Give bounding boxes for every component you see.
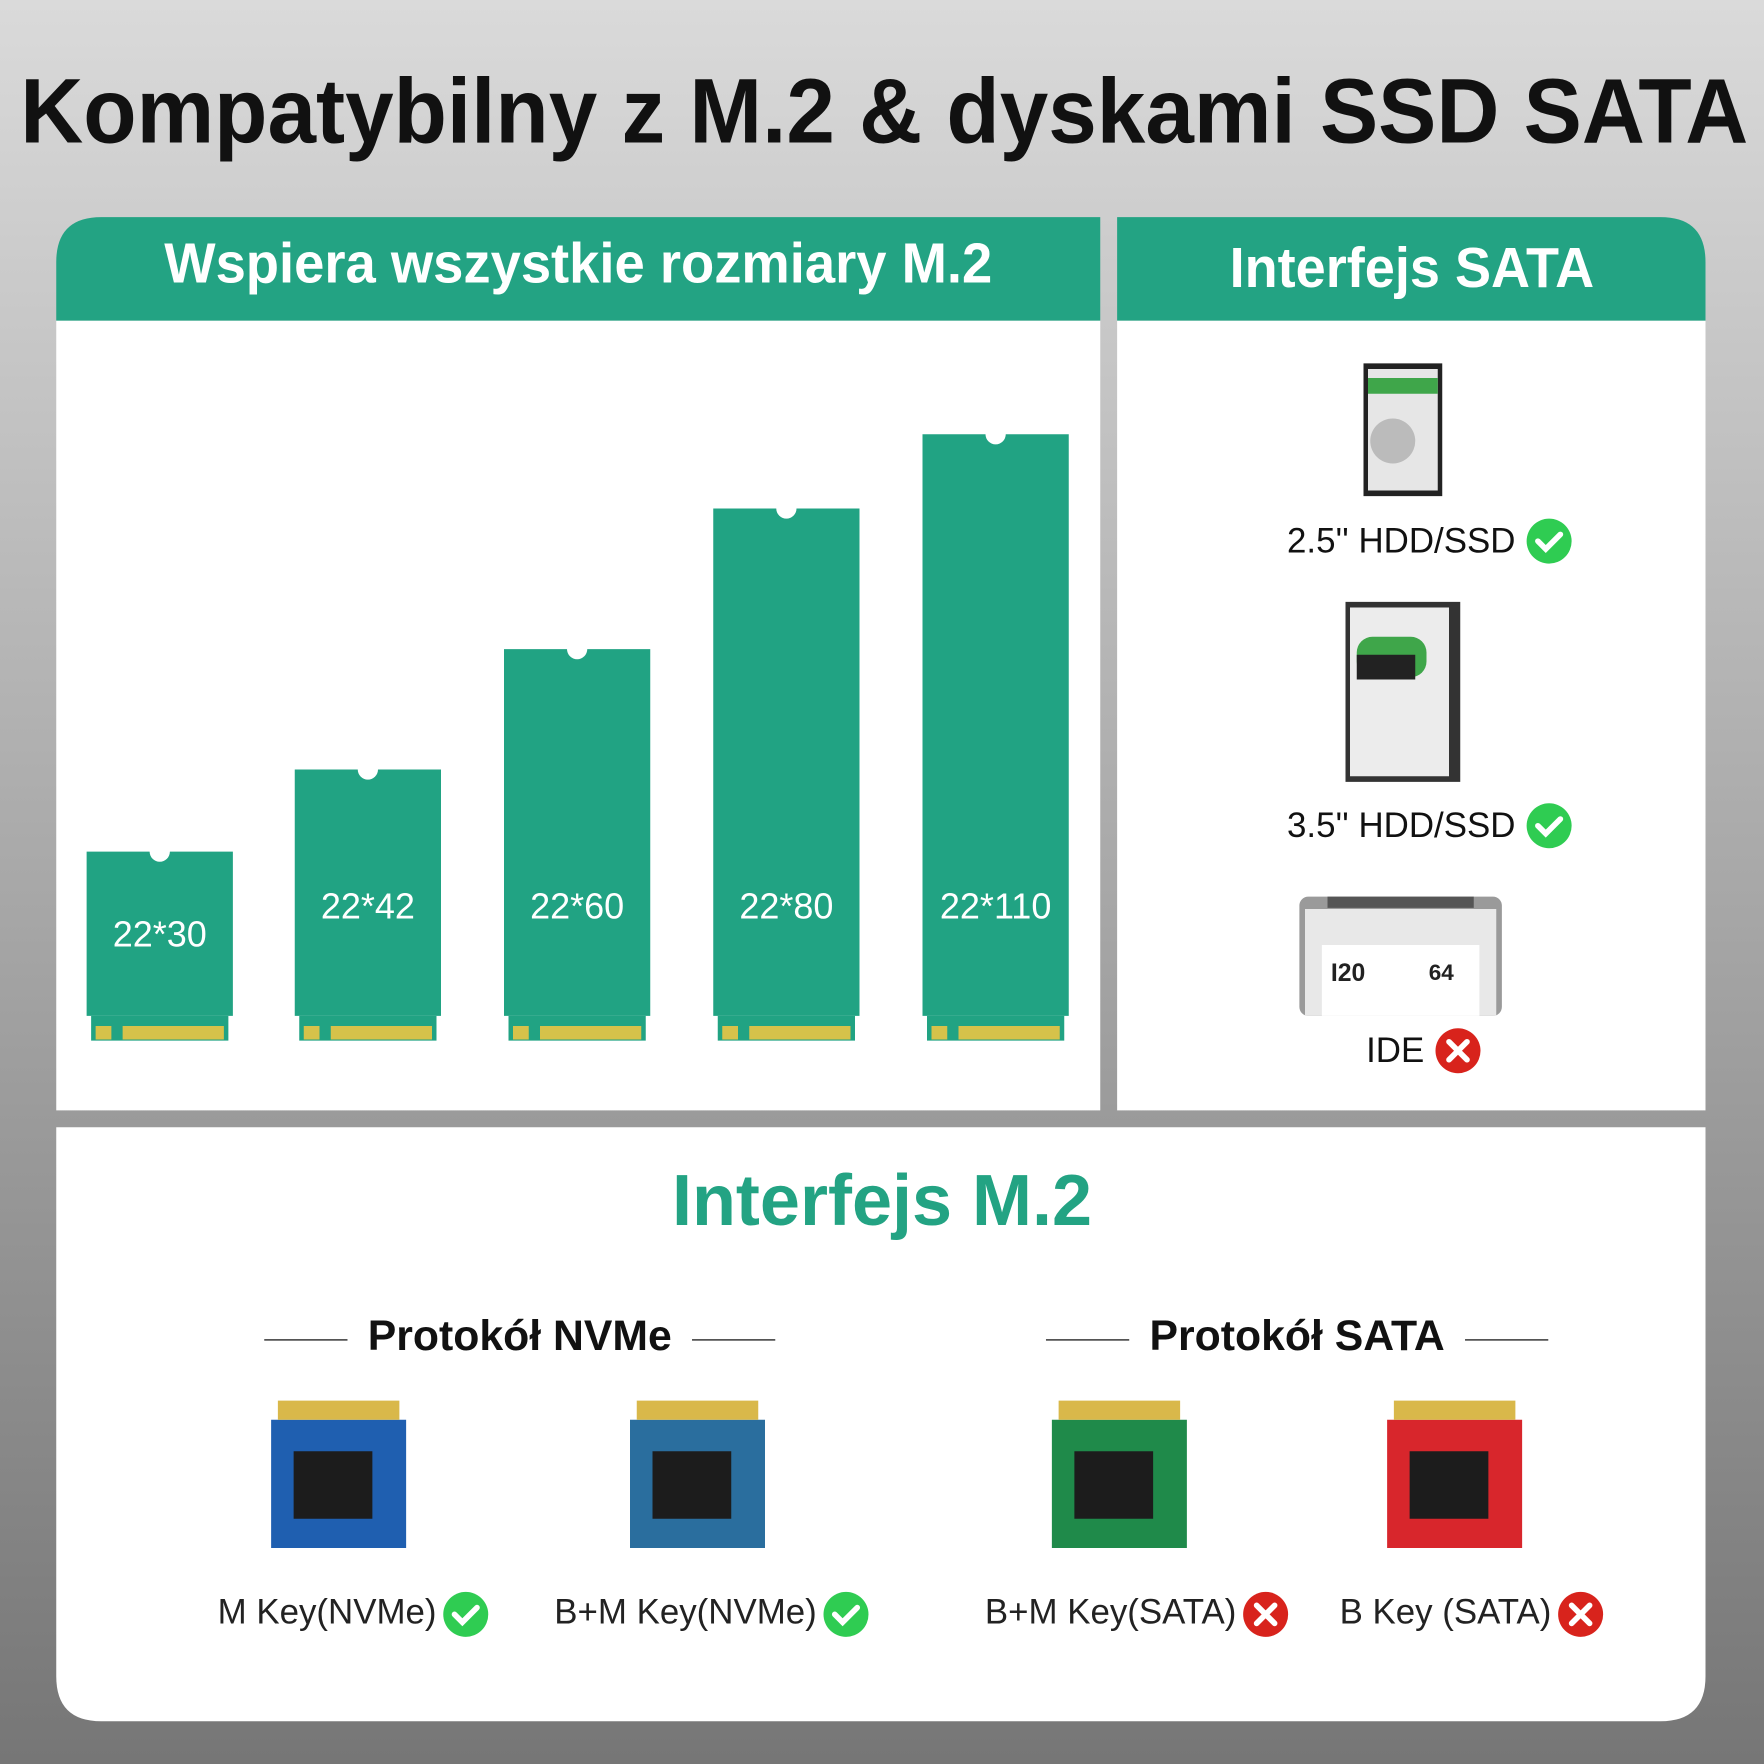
svg-text:I20: I20 [1331, 960, 1365, 987]
board-chip [652, 1451, 732, 1519]
card-pins-right [122, 1026, 224, 1040]
main-title: Kompatybilny z M.2 & dyskami SSD SATA [20, 59, 1748, 163]
cross-mark [1568, 1602, 1593, 1627]
card-pins-left [931, 1026, 948, 1040]
check-icon [823, 1591, 869, 1637]
sata-item-label: 2.5'' HDD/SSD [1287, 522, 1515, 561]
ide-image: I20 64 [1299, 896, 1502, 1016]
m2-card [713, 508, 860, 1016]
board-chip [1409, 1451, 1489, 1519]
card-notch [985, 424, 1006, 445]
interface-label: B Key (SATA) [1340, 1593, 1552, 1632]
sizes-title: Wspiera wszystkie rozmiary M.2 [164, 232, 992, 295]
cross-mark [1446, 1038, 1470, 1063]
card-size-label: 22*30 [113, 914, 207, 955]
card-pins-right [749, 1026, 851, 1040]
board-pins [1058, 1400, 1181, 1420]
card-size-label: 22*60 [530, 886, 624, 927]
sata-header [1117, 217, 1706, 321]
board-pins [636, 1400, 759, 1420]
svg-text:64: 64 [1429, 960, 1455, 985]
board-chip [1074, 1451, 1154, 1519]
interface-label: M Key(NVMe) [218, 1593, 437, 1632]
check-mark [1535, 816, 1564, 838]
card-pins-left [513, 1026, 529, 1040]
hdd-35-image [1345, 601, 1461, 782]
hdd-25-image [1363, 363, 1443, 497]
card-pins-right [540, 1026, 642, 1040]
card-pins-left [303, 1026, 320, 1040]
check-icon [443, 1591, 489, 1637]
sizes-header [56, 217, 1101, 321]
interface-label: B+M Key(NVMe) [554, 1593, 816, 1632]
sata-item-label: IDE [1366, 1031, 1424, 1070]
cross-mark [1253, 1602, 1278, 1627]
protocol-title: Protokół NVMe [368, 1312, 672, 1360]
card-notch [776, 498, 797, 519]
protocol-title: Protokół SATA [1149, 1312, 1444, 1360]
m2-card [86, 851, 233, 1016]
check-mark [451, 1604, 480, 1627]
m2-card [922, 434, 1069, 1016]
sata-title: Interfejs SATA [1230, 236, 1595, 299]
m2-card [504, 649, 651, 1016]
board-chip [293, 1451, 373, 1519]
card-notch [357, 759, 378, 780]
card-size-label: 22*42 [321, 886, 415, 927]
card-size-label: 22*80 [739, 886, 833, 927]
card-size-label: 22*110 [940, 886, 1051, 927]
m2-card [294, 769, 441, 1016]
card-notch [149, 841, 170, 862]
check-icon [1526, 518, 1572, 564]
check-mark [831, 1604, 861, 1627]
card-notch [567, 639, 588, 660]
m2-panel [56, 1127, 1706, 1722]
board-pins [277, 1400, 400, 1420]
card-pins-left [722, 1026, 738, 1040]
card-pins-right [330, 1026, 432, 1040]
interface-label: B+M Key(SATA) [985, 1593, 1237, 1632]
check-icon [1526, 803, 1572, 849]
card-pins-right [958, 1026, 1060, 1040]
sata-item-label: 3.5'' HDD/SSD [1287, 806, 1515, 845]
check-mark [1535, 531, 1564, 553]
board-pins [1393, 1400, 1516, 1420]
card-pins-left [95, 1026, 112, 1040]
m2-title: Interfejs M.2 [672, 1161, 1092, 1241]
